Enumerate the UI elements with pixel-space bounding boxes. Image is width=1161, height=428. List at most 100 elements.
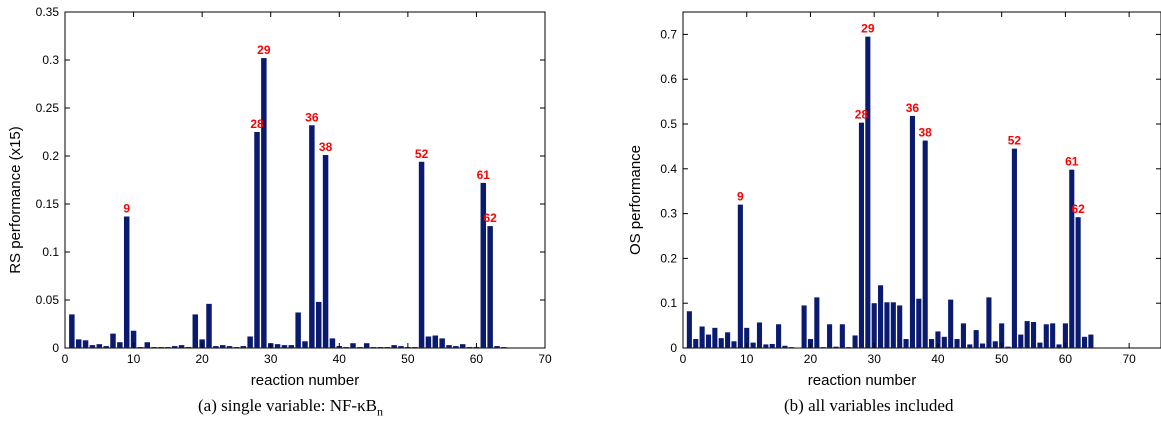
panel-a-peak-label-29: 29 bbox=[257, 43, 271, 57]
panel-b-bar-34 bbox=[897, 305, 903, 348]
panel-b-peak-label-28: 28 bbox=[855, 108, 869, 122]
panel-b-xtick-label: 20 bbox=[804, 352, 818, 366]
panel-b-bar-26 bbox=[846, 347, 852, 348]
panel-b-ytick-label: 0.3 bbox=[660, 207, 677, 221]
panel-b-bar-6 bbox=[718, 338, 724, 348]
panel-b-frame bbox=[682, 11, 1161, 349]
panel-a-peak-label-36: 36 bbox=[305, 110, 319, 124]
panel-b-bar-36 bbox=[909, 115, 915, 348]
panel-a-bar-17 bbox=[178, 345, 185, 348]
panel-b-bar-52 bbox=[1011, 148, 1017, 348]
panel-a-bar-23 bbox=[219, 345, 226, 348]
panel-b-bar-10 bbox=[744, 327, 750, 348]
panel-a-xtick-label: 50 bbox=[401, 352, 415, 366]
caption-a: (a) single variable: NF-κBn bbox=[198, 396, 383, 419]
panel-b-xtick-label: 50 bbox=[995, 352, 1009, 366]
panel-b-peak-label-61: 61 bbox=[1065, 155, 1079, 169]
panel-a-bar-49 bbox=[398, 346, 404, 348]
panel-b-xtick-label: 10 bbox=[740, 352, 754, 366]
panel-b-xtick-label: 0 bbox=[680, 352, 687, 366]
panel-a-ytick-label: 0.2 bbox=[42, 149, 59, 163]
panel-b-ytick-label: 0.6 bbox=[660, 72, 677, 86]
panel-b-bar-11 bbox=[750, 342, 756, 348]
panel-b-xtick-label: 60 bbox=[1059, 352, 1073, 366]
panel-b-peak-label-36: 36 bbox=[906, 101, 920, 115]
panel-b-ytick-label: 0.1 bbox=[660, 296, 677, 310]
panel-a-xtick-label: 60 bbox=[470, 352, 484, 366]
panel-b-bar-48 bbox=[986, 297, 992, 348]
panel-a-bar-59 bbox=[466, 347, 473, 348]
panel-a-bar-64 bbox=[501, 347, 507, 348]
panel-b-xtick-label: 70 bbox=[1122, 352, 1136, 366]
panel-a-bar-12 bbox=[144, 342, 151, 348]
panel-b-ytick-label: 0.2 bbox=[660, 251, 677, 265]
panel-a-bar-48 bbox=[391, 345, 397, 348]
caption-a-subscript: n bbox=[377, 404, 383, 419]
panel-a-bar-4 bbox=[89, 345, 96, 348]
panel-b-bar-31 bbox=[878, 285, 884, 348]
panel-a-bar-47 bbox=[384, 347, 391, 348]
panel-a-ytick-label: 0 bbox=[52, 341, 59, 355]
panel-a-bar-46 bbox=[377, 347, 384, 348]
panel-a-bar-25 bbox=[233, 347, 240, 348]
caption-a-text: (a) single variable: NF-κB bbox=[198, 396, 377, 415]
panel-a-bar-39 bbox=[329, 338, 336, 348]
panel-a-bar-32 bbox=[281, 345, 288, 348]
panel-a-xtick-label: 10 bbox=[127, 352, 141, 366]
panel-a-bar-61 bbox=[480, 182, 487, 348]
panel-b-bar-33 bbox=[890, 302, 896, 348]
panel-a-bar-35 bbox=[302, 341, 308, 348]
panel-b-peak-label-38: 38 bbox=[919, 126, 933, 140]
panel-b-bar-27 bbox=[852, 335, 858, 348]
panel-a-xtick-label: 0 bbox=[62, 352, 69, 366]
panel-b-bar-56 bbox=[1037, 342, 1043, 348]
panel-b-bar-29 bbox=[865, 36, 871, 348]
panel-a-bar-21 bbox=[206, 303, 212, 348]
panel-a-bar-19 bbox=[192, 314, 199, 348]
panel-a-bar-15 bbox=[165, 347, 171, 348]
panel-a-bar-6 bbox=[103, 346, 109, 348]
panel-b-xtick-label: 40 bbox=[931, 352, 945, 366]
panel-b-bar-55 bbox=[1030, 322, 1037, 348]
panel-b-bar-59 bbox=[1056, 344, 1062, 348]
panel-b-bar-43 bbox=[954, 339, 960, 348]
panel-a-peak-label-9: 9 bbox=[123, 201, 130, 215]
panel-a-bar-62 bbox=[487, 226, 493, 348]
panel-b-ytick-label: 0.7 bbox=[660, 27, 677, 41]
panel-a-peak-label-61: 61 bbox=[477, 168, 491, 182]
panel-b-bar-51 bbox=[1005, 346, 1011, 348]
panel-a-yaxis-label: RS performance (x15) bbox=[7, 126, 24, 274]
panel-b-bar-2 bbox=[693, 339, 699, 348]
panel-a-bar-36 bbox=[309, 125, 315, 348]
panel-b-bar-7 bbox=[725, 332, 731, 348]
panel-a-xtick-label: 40 bbox=[333, 352, 347, 366]
panel-a-xtick-label: 30 bbox=[264, 352, 278, 366]
panel-b-bar-37 bbox=[916, 298, 922, 348]
panel-a-bar-26 bbox=[240, 346, 247, 348]
panel-a-bar-18 bbox=[185, 347, 192, 348]
panel-b-peak-label-62: 62 bbox=[1071, 202, 1085, 216]
panel-b-bar-12 bbox=[756, 322, 763, 348]
panel-b-peak-label-9: 9 bbox=[737, 190, 744, 204]
panel-a-bar-37 bbox=[315, 301, 322, 348]
panel-b-peak-label-52: 52 bbox=[1008, 134, 1022, 148]
panel-a-peak-label-38: 38 bbox=[319, 140, 333, 154]
panel-a-bar-45 bbox=[370, 347, 377, 348]
panel-a-bar-33 bbox=[288, 345, 295, 348]
panel-b-bar-4 bbox=[705, 334, 712, 348]
panel-b-bar-44 bbox=[960, 323, 966, 348]
panel-b-bar-15 bbox=[776, 324, 782, 348]
panel-a-bar-52 bbox=[418, 161, 425, 348]
panel-b-bar-41 bbox=[941, 336, 947, 348]
panel-a-bar-56 bbox=[446, 345, 452, 348]
panel-a-bar-22 bbox=[213, 346, 219, 348]
panel-a-bar-51 bbox=[411, 347, 418, 348]
panel-b-bar-63 bbox=[1081, 336, 1088, 348]
panel-b-bar-53 bbox=[1018, 334, 1024, 348]
panel-b-ytick-label: 0.5 bbox=[660, 117, 677, 131]
panel-a-bar-16 bbox=[171, 346, 178, 348]
panel-b-bar-42 bbox=[948, 299, 954, 348]
panel-b-ytick-label: 0 bbox=[670, 341, 677, 355]
panel-a-bar-9 bbox=[123, 216, 130, 348]
